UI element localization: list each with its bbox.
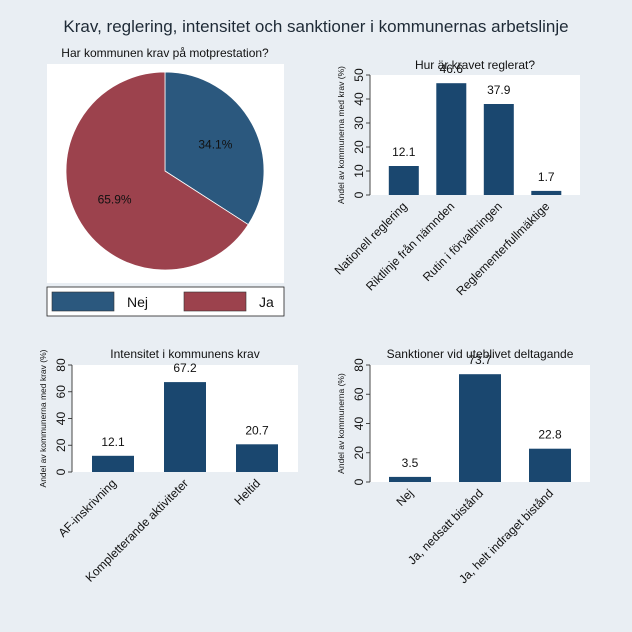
figure-title: Krav, reglering, intensitet och sanktion…: [63, 17, 568, 36]
y-tick-label: 20: [54, 438, 68, 452]
bar-value-label: 22.8: [538, 428, 562, 442]
bar-panel-title: Sanktioner vid uteblivet deltagande: [387, 347, 574, 361]
bar-value-label: 73.7: [468, 353, 492, 367]
bar-value-label: 37.9: [487, 83, 511, 97]
bar-panel-title: Intensitet i kommunens krav: [110, 347, 259, 361]
bar: [529, 448, 571, 482]
bar: [389, 476, 431, 482]
bar: [459, 374, 501, 482]
bar: [236, 444, 278, 472]
pie-title: Har kommunen krav på motprestation?: [61, 46, 269, 60]
category-label: Rutin i förvaltningen: [420, 199, 505, 284]
pie-slice-nej: [164, 71, 265, 226]
y-tick-label: 20: [352, 446, 366, 460]
category-label: Heltid: [232, 476, 264, 508]
y-tick-label: 60: [352, 387, 366, 401]
bar-value-label: 67.2: [173, 361, 197, 375]
pie-slice-ja: [65, 71, 249, 271]
y-tick-label: 0: [352, 191, 366, 198]
y-axis-label: Andel av kommunerna med krav (%): [336, 66, 346, 204]
bar: [388, 166, 419, 195]
category-label: Ja, nedsatt bistånd: [405, 486, 486, 567]
bar: [531, 190, 562, 195]
bar-value-label: 1.7: [538, 170, 555, 184]
y-tick-label: 40: [352, 417, 366, 431]
bar: [483, 104, 514, 195]
pie-slice-label: 65.9%: [98, 193, 132, 207]
pie-slice-label: 34.1%: [198, 138, 232, 152]
y-tick-label: 10: [352, 164, 366, 178]
y-tick-label: 40: [352, 92, 366, 106]
category-label: Riktlinje från nämnden: [363, 199, 457, 293]
category-label: AF-inskrivning: [55, 476, 119, 540]
y-tick-label: 30: [352, 116, 366, 130]
category-label: Reglementerfullmäktige: [453, 199, 552, 298]
y-tick-label: 40: [54, 412, 68, 426]
y-tick-label: 20: [352, 140, 366, 154]
bar: [436, 83, 467, 195]
y-tick-label: 50: [352, 68, 366, 82]
pie-panel: Har kommunen krav på motprestation? 34.1%…: [46, 46, 285, 317]
legend-swatch-ja: [183, 291, 247, 312]
bar-panel-title: Hur är kravet reglerat?: [415, 58, 535, 72]
regulation-bar-panel: Hur är kravet reglerat? 0 10 20 30 40 50 Andel …: [332, 58, 580, 298]
bar-value-label: 20.7: [245, 423, 269, 437]
bar-value-label: 12.1: [101, 435, 125, 449]
y-tick-label: 80: [352, 358, 366, 372]
bar: [92, 455, 134, 472]
legend-swatch-nej: [51, 291, 115, 312]
bar-value-label: 12.1: [392, 145, 416, 159]
bar: [164, 382, 206, 472]
bar-value-label: 46.6: [440, 62, 464, 76]
sanctions-bar-panel: Sanktioner vid uteblivet deltagande 0 20 40…: [336, 347, 590, 586]
legend-label-nej: Nej: [127, 294, 148, 310]
bar-value-label: 3.5: [402, 456, 419, 470]
y-tick-label: 60: [54, 385, 68, 399]
category-label: Nej: [393, 486, 416, 509]
y-tick-label: 80: [54, 358, 68, 372]
y-axis-label: Andel av kommunerna (%): [336, 373, 346, 474]
y-tick-label: 0: [54, 468, 68, 475]
y-tick-label: 0: [352, 478, 366, 485]
pie-legend: Nej Ja: [46, 286, 285, 317]
legend-label-ja: Ja: [259, 294, 274, 310]
y-axis-label: Andel av kommunerna med krav (%): [38, 349, 48, 487]
intensity-bar-panel: Intensitet i kommunens krav 0 20 40 60 80 Ande…: [38, 347, 298, 585]
